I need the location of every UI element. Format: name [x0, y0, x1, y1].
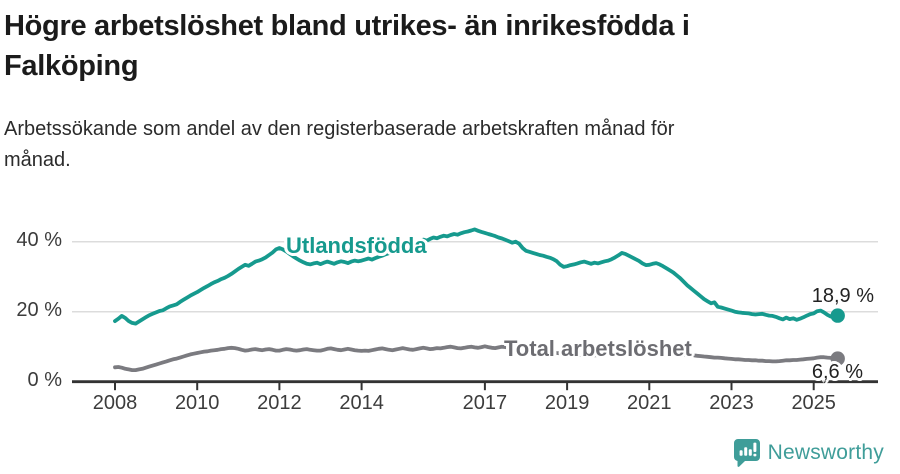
x-tick-label: 2017 — [462, 392, 508, 414]
series-endpoint-utlandsf-dda — [830, 308, 845, 323]
series-line-utlandsf-dda — [113, 227, 840, 326]
y-tick-label: 40 % — [16, 228, 62, 251]
x-tick-label: 2021 — [627, 392, 672, 414]
logo-bar-chart-glyph — [739, 442, 757, 457]
series-label-utlandsfodda: Utlandsfödda — [286, 233, 427, 258]
x-tick-label: 2023 — [709, 392, 754, 414]
x-tick-label: 2010 — [174, 392, 220, 414]
chart-subtitle: Arbetssökande som andel av den registerb… — [4, 118, 675, 171]
series-endpoint-total-arbetsl-shet — [830, 351, 845, 366]
newsworthy-logo: Newsworthy — [733, 438, 884, 468]
y-tick-label: 20 % — [16, 298, 62, 321]
x-tick-label: 2014 — [339, 392, 384, 414]
end-value-total: 6,6 % — [811, 361, 863, 383]
x-tick-label: 2019 — [544, 392, 590, 414]
x-tick-label: 2008 — [92, 392, 138, 414]
series-label-total-arbetsloshet: Total arbetslöshet — [504, 336, 692, 361]
page-title: Högre arbetslöshet bland utrikes- än inr… — [4, 10, 690, 83]
end-value-utlandsfodda: 18,9 % — [811, 285, 874, 307]
newsworthy-wordmark: Newsworthy — [767, 441, 884, 464]
y-tick-label: 0 % — [27, 368, 62, 391]
x-tick-label: 2012 — [257, 392, 302, 414]
x-tick-label: 2025 — [791, 392, 836, 414]
series-line-total-arbetsl-shet — [113, 344, 840, 373]
newsworthy-speech-bubble-icon — [733, 439, 760, 467]
